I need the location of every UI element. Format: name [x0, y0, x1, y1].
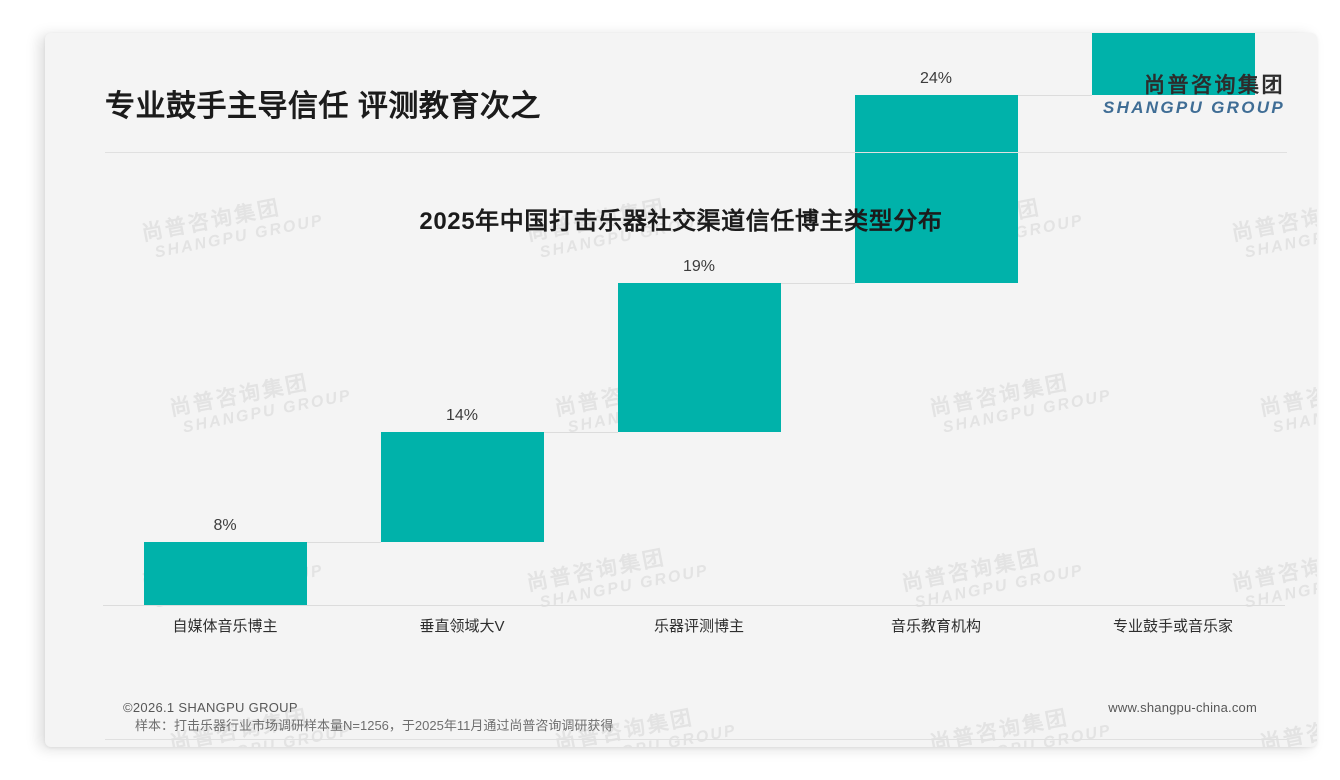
- category-label: 专业鼓手或音乐家: [1112, 618, 1233, 635]
- category-label: 自媒体音乐博主: [172, 618, 278, 635]
- bar-value-label: 19%: [682, 258, 716, 276]
- header-divider: [105, 152, 1287, 153]
- bar-2[interactable]: [380, 432, 544, 543]
- waterfall-chart: 8%自媒体音乐博主14%垂直领域大V19%乐器评测博主24%音乐教育机构35%专…: [45, 33, 1317, 747]
- bar-value-label: 24%: [919, 69, 953, 87]
- waterfall-connector: [780, 283, 855, 285]
- waterfall-connector: [306, 542, 381, 544]
- slide-header: 专业鼓手主导信任 评测教育次之 尚普咨询集团 SHANGPU GROUP: [45, 33, 1317, 126]
- x-axis-line: [103, 605, 1285, 606]
- chart-title: 2025年中国打击乐器社交渠道信任博主类型分布: [419, 208, 943, 235]
- footnote-text: 样本：打击乐器行业市场调研样本量N=1256，于2025年11月通过尚普咨询调研…: [135, 718, 614, 733]
- category-label: 音乐教育机构: [890, 618, 981, 635]
- brand-logo: 尚普咨询集团 SHANGPU GROUP: [1103, 74, 1285, 118]
- page-title: 专业鼓手主导信任 评测教育次之: [105, 90, 541, 123]
- bar-5[interactable]: [1091, 33, 1255, 95]
- waterfall-connector: [543, 432, 618, 434]
- category-label: 垂直领域大V: [419, 618, 505, 635]
- waterfall-connector: [1017, 94, 1092, 96]
- bar-3[interactable]: [617, 283, 781, 433]
- logo-english-text: SHANGPU GROUP: [1103, 98, 1285, 118]
- category-label: 乐器评测博主: [653, 618, 744, 635]
- bar-value-label: 14%: [445, 407, 479, 425]
- bar-1[interactable]: [143, 542, 307, 605]
- logo-chinese-text: 尚普咨询集团: [1144, 74, 1285, 97]
- footnote-divider: [105, 739, 1287, 740]
- bar-4[interactable]: [854, 94, 1018, 284]
- bar-value-label: 8%: [213, 517, 237, 535]
- website-link[interactable]: www.shangpu-china.com: [1108, 700, 1257, 715]
- copyright-text: ©2026.1 SHANGPU GROUP: [123, 700, 298, 715]
- slide-footer: ©2026.1 SHANGPU GROUP www.shangpu-china.…: [45, 692, 1317, 747]
